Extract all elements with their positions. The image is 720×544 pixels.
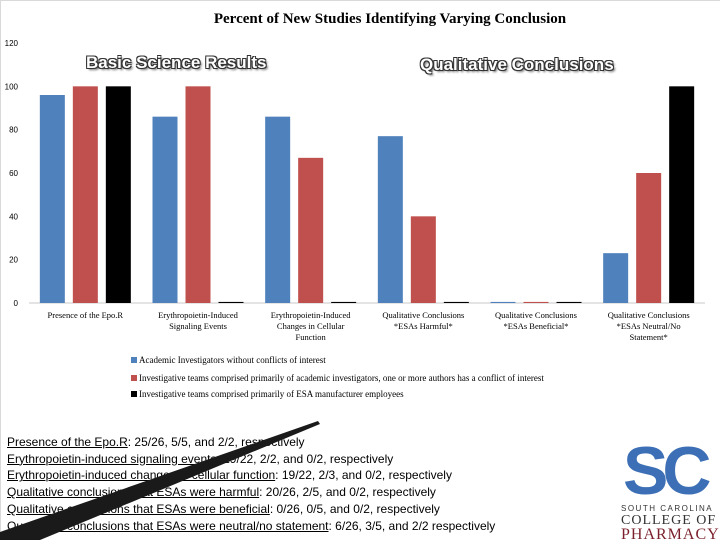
y-tick-label: 120	[5, 39, 19, 48]
bar	[523, 301, 549, 303]
note-text: : 6/26, 3/5, and 2/2 respectively	[328, 518, 496, 533]
bar	[377, 136, 403, 303]
bar	[185, 86, 211, 303]
y-tick-label: 60	[9, 169, 18, 178]
logo-line-3: PHARMACY	[621, 526, 720, 543]
basic-science-heading: Basic Science Results	[86, 53, 267, 72]
bar	[331, 301, 357, 303]
note-label: Qualitative conclusions that ESAs were b…	[7, 501, 270, 516]
y-tick-label: 40	[9, 212, 18, 221]
note-line: Qualitative conclusions that ESAs were n…	[7, 518, 607, 535]
note-label: Presence of the Epo.R	[7, 435, 128, 449]
logo-line-2: COLLEGE OF	[621, 513, 717, 528]
note-label: Qualitative conclusions that ESAs were h…	[7, 485, 260, 500]
frame-line-top	[0, 0, 720, 1]
note-label: Qualitative conclusions that ESAs were n…	[7, 518, 329, 533]
x-tick-label: Qualitative Conclusions *ESAs Beneficial*	[495, 310, 577, 331]
logo-line-1: SOUTH CAROLINA	[621, 504, 714, 513]
note-line: Qualitative conclusions that ESAs were h…	[7, 484, 607, 501]
x-tick-label: Erythropoietin-Induced Changes in Cellula…	[271, 310, 352, 342]
bar	[443, 301, 469, 303]
note-line: Erythropoietin-induced signaling events:…	[7, 451, 607, 468]
logo-letters: SC	[623, 433, 712, 509]
legend-item: Academic Investigators without conflicts…	[131, 355, 326, 365]
legend-swatch	[131, 391, 137, 397]
chart-title: Percent of New Studies Identifying Varyi…	[213, 11, 567, 27]
bar	[669, 86, 695, 303]
bar-chart: 0 20 40 60 80 100 120 Presence of the Epo.R Eryt…	[5, 39, 705, 342]
bar	[105, 86, 131, 303]
x-tick-label: Presence of the Epo.R	[48, 310, 124, 320]
note-text: : 20/26, 2/5, and 0/2, respectively	[259, 485, 436, 500]
x-tick-label: Qualitative Conclusions *ESAs Neutral/No S…	[608, 310, 690, 342]
note-text: : 25/26, 5/5, and 2/2, respectively	[127, 435, 305, 449]
college-logo: SC SOUTH CAROLINA COLLEGE OF PHARMACY	[593, 432, 720, 543]
note-line: Erythropoietin-induced changes in cellul…	[7, 467, 607, 484]
y-tick-label: 20	[9, 256, 18, 265]
note-text: : 19/22, 2/3, and 0/2, respectively	[275, 468, 452, 483]
bar	[218, 301, 244, 303]
note-text: : 19/22, 2/2, and 0/2, respectively	[216, 451, 394, 466]
bar	[490, 301, 516, 303]
x-tick-label: Erythropoietin-Induced Signaling Events	[158, 310, 239, 331]
bar	[410, 216, 436, 303]
y-tick-label: 0	[14, 299, 19, 308]
y-tick-label: 100	[5, 82, 19, 91]
bar	[556, 301, 582, 303]
bar	[298, 157, 324, 303]
legend-item: Investigative teams comprised primarily …	[131, 389, 404, 399]
note-line: Qualitative conclusions that ESAs were b…	[7, 501, 607, 518]
legend-item: Investigative teams comprised primarily …	[131, 373, 544, 383]
bar	[39, 95, 65, 303]
note-line: Presence of the Epo.R: 25/26, 5/5, and 2…	[7, 434, 607, 451]
bar	[265, 116, 291, 304]
notes-list: Presence of the Epo.R: 25/26, 5/5, and 2…	[7, 434, 607, 534]
legend-swatch	[131, 357, 137, 363]
qualitative-heading: Qualitative Conclusions	[420, 55, 614, 74]
note-label: Erythropoietin-induced signaling events	[7, 451, 217, 466]
bar	[603, 253, 629, 303]
y-tick-label: 80	[9, 126, 18, 135]
bar	[72, 86, 98, 303]
note-text: : 0/26, 0/5, and 0/2, respectively	[269, 501, 440, 516]
legend-label: Academic Investigators without conflicts…	[139, 355, 326, 365]
x-tick-label: Qualitative Conclusions *ESAs Harmful*	[382, 310, 464, 331]
legend-swatch	[131, 375, 137, 381]
note-label: Erythropoietin-induced changes in cellul…	[7, 468, 276, 483]
legend-label: Investigative teams comprised primarily …	[139, 373, 544, 383]
legend-label: Investigative teams comprised primarily …	[139, 389, 404, 399]
bar	[636, 173, 662, 303]
frame-line-left	[0, 0, 1, 540]
bar	[152, 116, 178, 304]
